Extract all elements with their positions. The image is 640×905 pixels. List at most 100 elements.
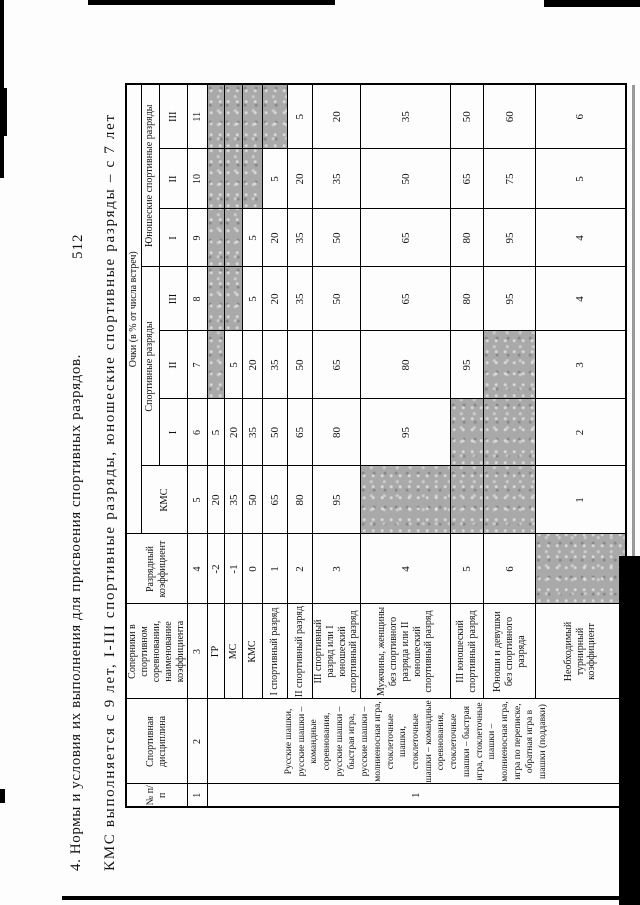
table-cell: 35 — [242, 399, 263, 466]
scan-artifact — [88, 0, 335, 5]
header-discipline: Спортивная дисциплина — [126, 699, 188, 784]
shaded-cell — [483, 466, 536, 534]
table-cell: 20 — [207, 466, 225, 534]
table-cell: 80 — [450, 267, 484, 331]
col-number: 11 — [187, 83, 208, 149]
table-cell: 35 — [360, 83, 451, 149]
scan-artifact — [0, 789, 5, 803]
shaded-cell — [224, 267, 243, 331]
table-cell: 80 — [450, 209, 484, 267]
header-no: № п/п — [126, 784, 188, 807]
table-cell: 3 — [535, 331, 626, 399]
discipline-cell: Русские шашки, русские шашки – командные… — [207, 699, 626, 784]
shaded-cell — [360, 466, 451, 534]
table-cell: 80 — [287, 466, 313, 534]
table-cell: 95 — [483, 267, 536, 331]
row-label: III юношеский спортивный разряд — [450, 604, 484, 699]
header-sub-4: I — [159, 209, 188, 267]
table-cell: 5 — [287, 83, 313, 149]
page-number: 512 — [70, 233, 86, 260]
table-cell: 6 — [535, 83, 626, 149]
table-cell: 4 — [535, 267, 626, 331]
table-row: МС -1 35 20 5 — [224, 83, 243, 807]
table-row: Необходимый турнирный коэффициент 1 2 3 … — [535, 83, 626, 807]
shaded-cell — [207, 209, 225, 267]
table-cell: 1 — [535, 466, 626, 534]
table-cell: 65 — [287, 399, 313, 466]
col-number: 10 — [187, 149, 208, 209]
header-points-group: Очки (в % от числа встреч) — [126, 83, 141, 534]
row-label: Юноши и девушки без спортивного разряда — [483, 604, 536, 699]
table-cell: 65 — [262, 466, 288, 534]
table-cell: 50 — [312, 267, 361, 331]
col-number: 5 — [187, 466, 208, 534]
shaded-cell — [207, 149, 225, 209]
table-row: КМС 0 50 35 20 5 5 — [242, 83, 263, 807]
coef-cell: 3 — [312, 534, 361, 604]
coef-cell: -2 — [207, 534, 225, 604]
table-row: III спортивный разряд или I юношеский сп… — [312, 83, 361, 807]
table-cell: 65 — [360, 209, 451, 267]
table-row: II спортивный разряд 2 80 65 50 35 35 20… — [287, 83, 313, 807]
header-coefficient: Разрядный коэффициент — [126, 534, 188, 604]
coef-cell: -1 — [224, 534, 243, 604]
table-cell: 5 — [242, 209, 263, 267]
table-cell: 5 — [242, 267, 263, 331]
shaded-cell — [224, 149, 243, 209]
table-cell: 75 — [483, 149, 536, 209]
table-cell: 50 — [242, 466, 263, 534]
table-cell: 20 — [287, 149, 313, 209]
header-sub-1: I — [159, 399, 188, 466]
col-number: 2 — [187, 699, 208, 784]
table-cell: 35 — [287, 267, 313, 331]
shaded-cell — [207, 267, 225, 331]
row-label: III спортивный разряд или I юношеский сп… — [312, 604, 361, 699]
table-cell: 95 — [312, 466, 361, 534]
col-number: 4 — [187, 534, 208, 604]
coef-cell: 4 — [360, 534, 451, 604]
table-cell: 65 — [312, 331, 361, 399]
scan-artifact — [0, 88, 7, 136]
coef-cell: 6 — [483, 534, 536, 604]
table-cell: 65 — [360, 267, 451, 331]
row-label: МС — [224, 604, 243, 699]
table-cell: 35 — [287, 209, 313, 267]
numbering-row: 1 2 3 4 5 6 7 8 9 10 11 — [187, 83, 208, 807]
table-cell: 35 — [262, 331, 288, 399]
table-cell: 4 — [535, 209, 626, 267]
row-label: Мужчины, женщины без спортивного разряда… — [360, 604, 451, 699]
table-cell: 20 — [262, 209, 288, 267]
shaded-cell — [450, 466, 484, 534]
scan-artifact — [62, 896, 640, 900]
shaded-cell — [262, 83, 288, 149]
conditions-subtitle: КМС выполняется с 9 лет, I-III спортивны… — [102, 113, 118, 871]
table-cell: 50 — [287, 331, 313, 399]
col-number: 8 — [187, 267, 208, 331]
group-number: 1 — [207, 784, 626, 807]
shaded-cell — [242, 149, 263, 209]
shaded-cell — [535, 534, 626, 604]
norms-table: № п/п Спортивная дисциплина Соперники в … — [125, 82, 627, 808]
header-kms: КМС — [141, 466, 188, 534]
scan-artifact — [632, 85, 635, 556]
row-label: КМС — [242, 604, 263, 699]
shaded-cell — [483, 331, 536, 399]
table-row: I спортивный разряд 1 65 50 35 20 20 5 — [262, 83, 288, 807]
table-row: Юноши и девушки без спортивного разряда … — [483, 83, 536, 807]
shaded-cell — [207, 331, 225, 399]
header-sport-group: Спортивные разряды — [141, 267, 160, 466]
table-cell: 20 — [262, 267, 288, 331]
header-sub-6: III — [159, 83, 188, 149]
table-cell: 20 — [242, 331, 263, 399]
table-cell: 50 — [312, 209, 361, 267]
coef-cell: 2 — [287, 534, 313, 604]
shaded-cell — [207, 83, 225, 149]
col-number: 9 — [187, 209, 208, 267]
table-cell: 80 — [312, 399, 361, 466]
table-cell: 5 — [224, 331, 243, 399]
table-cell: 95 — [360, 399, 451, 466]
row-label: I спортивный разряд — [262, 604, 288, 699]
table-cell: 35 — [312, 149, 361, 209]
shaded-cell — [224, 209, 243, 267]
